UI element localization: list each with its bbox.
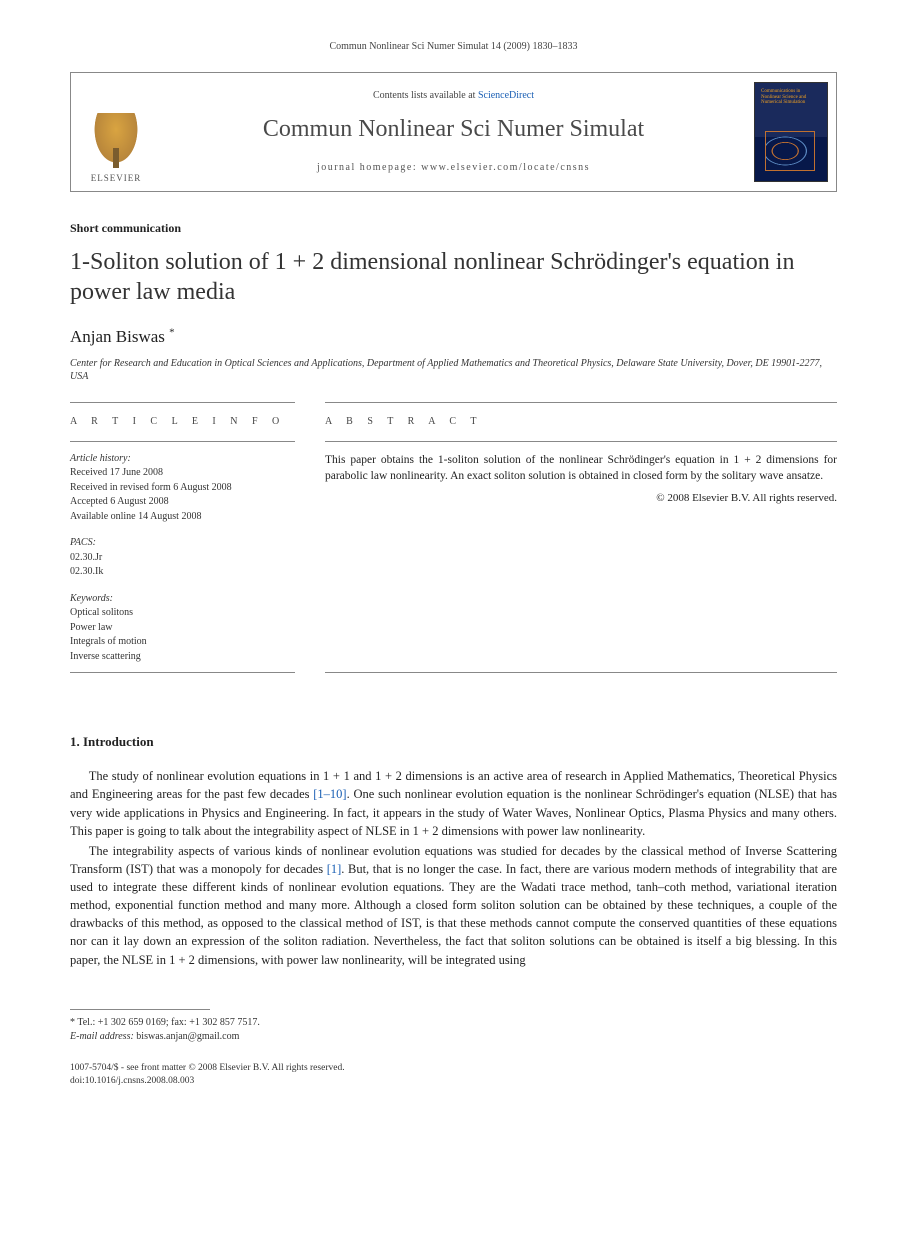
masthead-center: Contents lists available at ScienceDirec… <box>161 73 746 191</box>
footnote-email: biswas.anjan@gmail.com <box>136 1031 239 1042</box>
pacs-label: PACS: <box>70 536 295 551</box>
publisher-logo-block: ELSEVIER <box>71 73 161 191</box>
contents-prefix: Contents lists available at <box>373 90 478 101</box>
article-title: 1-Soliton solution of 1 + 2 dimensional … <box>70 247 837 307</box>
doi-line: doi:10.1016/j.cnsns.2008.08.003 <box>70 1075 837 1088</box>
article-info-heading: A R T I C L E I N F O <box>70 415 295 429</box>
keyword-item: Optical solitons <box>70 606 295 621</box>
pacs-item: 02.30.Jr <box>70 551 295 566</box>
keywords-label: Keywords: <box>70 592 295 607</box>
history-item: Received 17 June 2008 <box>70 466 295 481</box>
citation-link-1[interactable]: [1] <box>327 862 342 876</box>
cover-swirl-icon <box>765 131 815 171</box>
history-item: Available online 14 August 2008 <box>70 510 295 525</box>
running-head: Commun Nonlinear Sci Numer Simulat 14 (2… <box>70 40 837 54</box>
article-history-block: Article history: Received 17 June 2008 R… <box>70 452 295 525</box>
abstract-heading: A B S T R A C T <box>325 415 837 429</box>
citation-link-1-10[interactable]: [1–10] <box>313 787 346 801</box>
pacs-item: 02.30.Ik <box>70 565 295 580</box>
affiliation: Center for Research and Education in Opt… <box>70 357 837 384</box>
abstract-text: This paper obtains the 1-soliton solutio… <box>325 452 837 485</box>
corresponding-footnote: * Tel.: +1 302 659 0169; fax: +1 302 857… <box>70 1016 837 1044</box>
article-info-column: A R T I C L E I N F O Article history: R… <box>70 402 295 673</box>
info-abstract-bottom-rules <box>70 672 837 673</box>
info-rule <box>70 441 295 442</box>
author-name: Anjan Biswas <box>70 327 165 346</box>
section-heading-intro: 1. Introduction <box>70 733 837 751</box>
keywords-block: Keywords: Optical solitons Power law Int… <box>70 592 295 665</box>
abstract-rule <box>325 441 837 442</box>
pacs-block: PACS: 02.30.Jr 02.30.Ik <box>70 536 295 580</box>
journal-cover-thumb: Communications in Nonlinear Science and … <box>754 82 828 182</box>
masthead: ELSEVIER Contents lists available at Sci… <box>70 72 837 192</box>
keyword-item: Inverse scattering <box>70 650 295 665</box>
footnote-tel: * Tel.: +1 302 659 0169; fax: +1 302 857… <box>70 1016 837 1030</box>
sciencedirect-link[interactable]: ScienceDirect <box>478 90 534 101</box>
abstract-copyright: © 2008 Elsevier B.V. All rights reserved… <box>325 491 837 506</box>
cover-thumb-title: Communications in Nonlinear Science and … <box>761 89 821 106</box>
abstract-column: A B S T R A C T This paper obtains the 1… <box>325 402 837 673</box>
info-col-bottom-rule <box>70 672 295 673</box>
history-item: Received in revised form 6 August 2008 <box>70 481 295 496</box>
front-matter-block: 1007-5704/$ - see front matter © 2008 El… <box>70 1062 837 1089</box>
p2-text-b: . But, that is no longer the case. In fa… <box>70 862 837 967</box>
history-label: Article history: <box>70 452 295 467</box>
article-type: Short communication <box>70 220 837 237</box>
footnote-email-label: E-mail address: <box>70 1031 134 1042</box>
journal-name: Commun Nonlinear Sci Numer Simulat <box>263 113 644 147</box>
abstract-col-bottom-rule <box>325 672 837 673</box>
intro-paragraph-2: The integrability aspects of various kin… <box>70 842 837 969</box>
cover-thumbnail-block: Communications in Nonlinear Science and … <box>746 73 836 191</box>
contents-available-line: Contents lists available at ScienceDirec… <box>373 89 534 103</box>
footnote-rule <box>70 1009 210 1010</box>
author-line: Anjan Biswas * <box>70 325 837 349</box>
info-abstract-row: A R T I C L E I N F O Article history: R… <box>70 402 837 673</box>
elsevier-tree-icon <box>91 113 141 168</box>
front-matter-line: 1007-5704/$ - see front matter © 2008 El… <box>70 1062 837 1075</box>
author-corresp-marker: * <box>169 326 175 338</box>
intro-paragraph-1: The study of nonlinear evolution equatio… <box>70 767 837 840</box>
journal-homepage: journal homepage: www.elsevier.com/locat… <box>317 161 590 175</box>
history-item: Accepted 6 August 2008 <box>70 495 295 510</box>
elsevier-label: ELSEVIER <box>91 172 142 185</box>
keyword-item: Integrals of motion <box>70 635 295 650</box>
keyword-item: Power law <box>70 621 295 636</box>
